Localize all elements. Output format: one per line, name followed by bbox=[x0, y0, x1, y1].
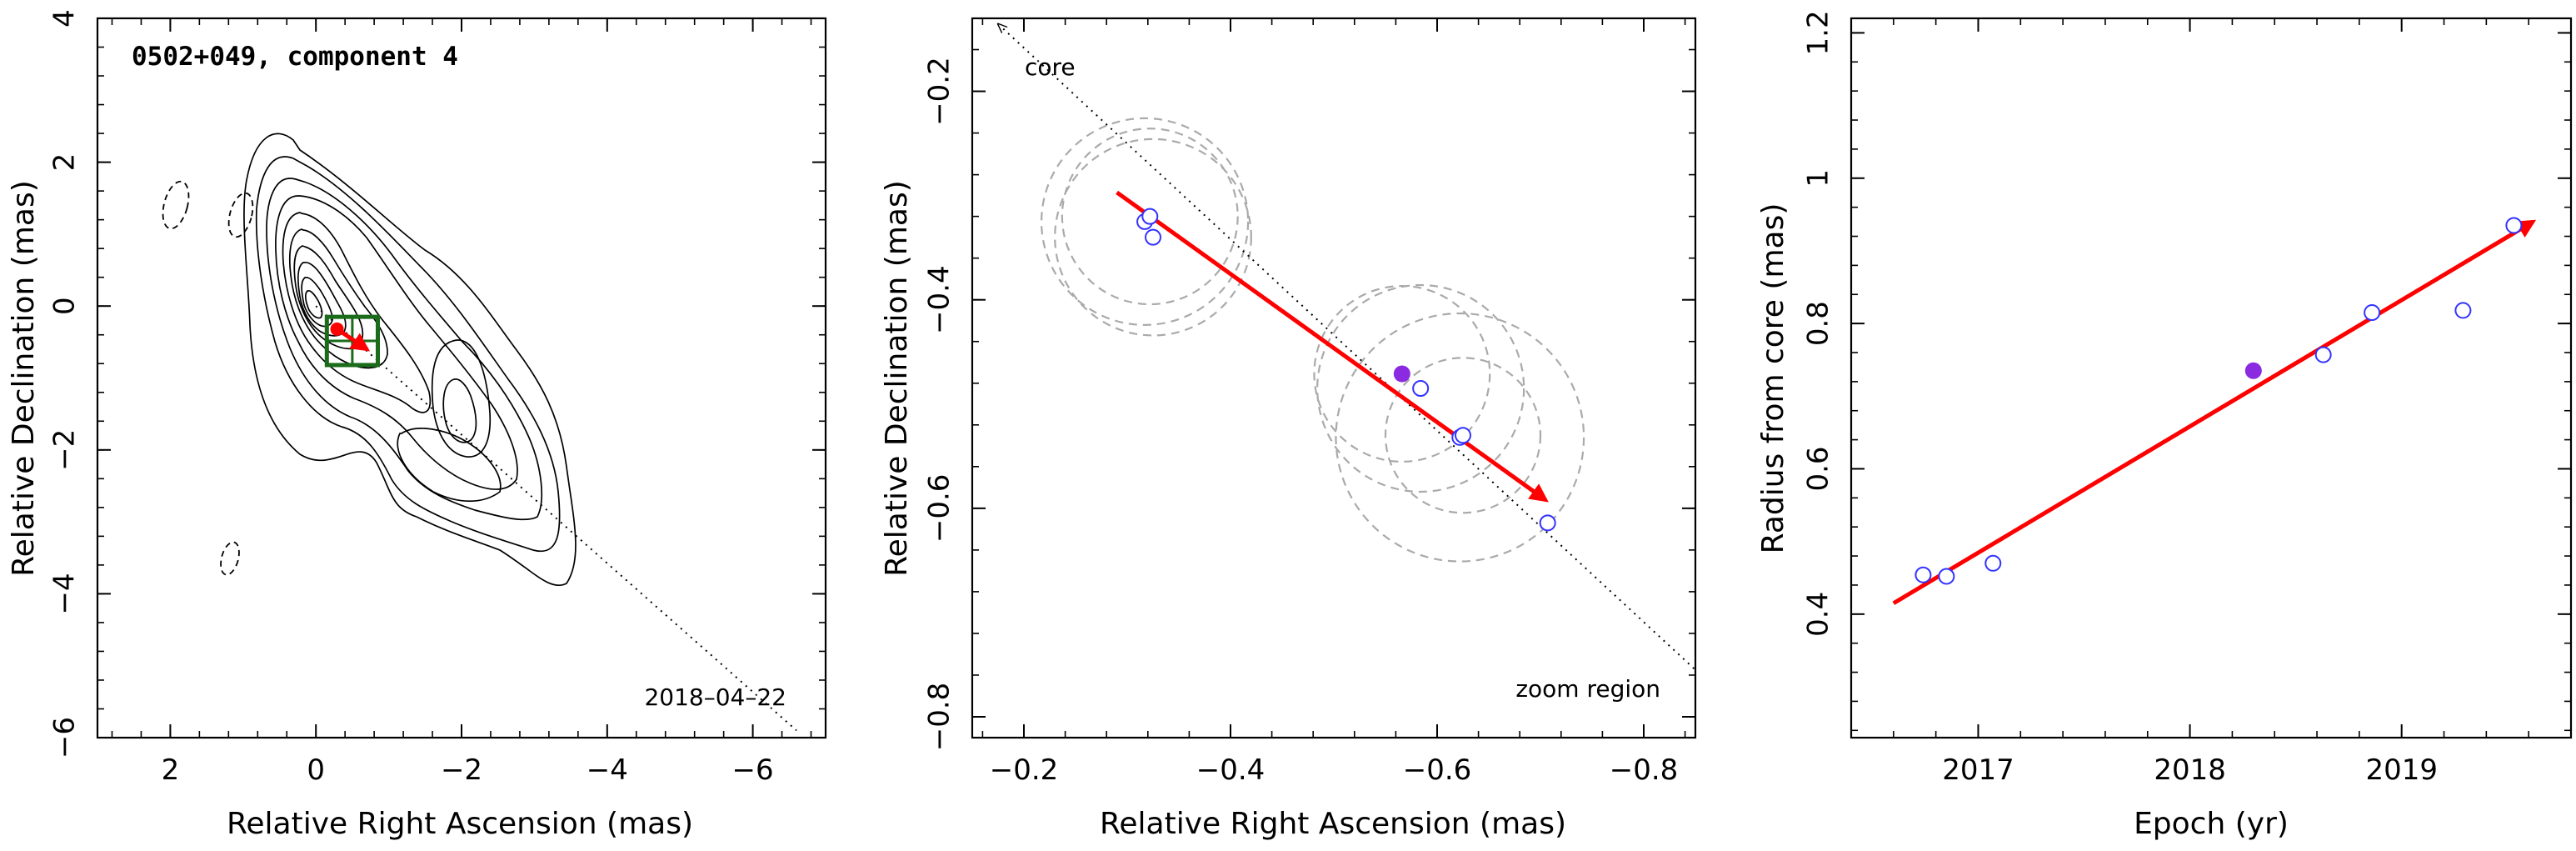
x-tick-label: −0.6 bbox=[1403, 753, 1472, 787]
highlighted-epoch-marker bbox=[1393, 365, 1410, 383]
core-direction-line bbox=[315, 305, 797, 732]
x-tick-label: 0 bbox=[307, 753, 325, 787]
y-axis-title: Relative Declination (mas) bbox=[7, 180, 41, 577]
contour-level-3 bbox=[266, 178, 543, 521]
epoch-marker bbox=[1145, 228, 1161, 246]
contour-level-10 bbox=[304, 290, 323, 319]
y-tick-label: 0 bbox=[48, 297, 82, 315]
y-ticks: −0.2 −0.4 −0.6 −0.8 bbox=[923, 48, 1695, 752]
y-tick-label: −0.2 bbox=[923, 57, 956, 126]
y-tick-label: −2 bbox=[48, 429, 82, 471]
contour-level-2 bbox=[255, 156, 561, 553]
x-axis-title: Relative Right Ascension (mas) bbox=[1100, 807, 1566, 841]
beam-circles bbox=[1040, 117, 1585, 563]
zoom-plot bbox=[1003, 29, 1695, 671]
x-tick-label: −0.8 bbox=[1610, 753, 1679, 787]
x-tick-label: 2018 bbox=[2154, 753, 2226, 787]
zoom-region-label: zoom region bbox=[1515, 675, 1660, 703]
x-axis-title: Epoch (yr) bbox=[2134, 807, 2289, 841]
y-tick-label: 0.4 bbox=[1802, 592, 1835, 637]
x-tick-label: −0.2 bbox=[990, 753, 1059, 787]
x-ticks: 2017 2018 2019 bbox=[1850, 18, 2529, 787]
y-tick-label: 0.6 bbox=[1802, 446, 1835, 491]
beam-circle bbox=[1316, 283, 1525, 493]
epoch-marker bbox=[2314, 346, 2332, 363]
x-tick-label: 2 bbox=[162, 753, 180, 787]
y-axis-title: Relative Declination (mas) bbox=[880, 180, 914, 577]
core-label: core bbox=[1025, 53, 1076, 81]
x-tick-label: 2017 bbox=[1942, 753, 2014, 787]
y-tick-label: −0.8 bbox=[923, 683, 956, 752]
core-direction-line bbox=[1003, 29, 1695, 671]
panel-zoom-region: −0.2 −0.4 −0.6 −0.8 −0.2 −0.4 −0.6 −0.8 core z… bbox=[880, 17, 1697, 841]
contour-level-5 bbox=[282, 212, 432, 413]
y-tick-label: 2 bbox=[48, 153, 82, 172]
y-ticks: −6 −4 −2 0 2 4 bbox=[48, 9, 826, 758]
y-tick-label: 1 bbox=[1802, 169, 1835, 188]
component-trajectory-arrow bbox=[1116, 190, 1549, 503]
y-tick-label: 1.2 bbox=[1802, 10, 1835, 55]
beam-circle bbox=[1040, 117, 1250, 326]
component-position-marker bbox=[330, 322, 344, 336]
y-tick-label: −0.6 bbox=[923, 474, 956, 543]
x-tick-label: 2019 bbox=[2365, 753, 2438, 787]
epoch-marker bbox=[1412, 380, 1430, 398]
observation-date: 2018–04–22 bbox=[644, 683, 786, 711]
y-tick-label: −0.4 bbox=[923, 265, 956, 334]
x-tick-label: −0.4 bbox=[1196, 753, 1266, 787]
contour-level-9 bbox=[301, 277, 333, 328]
beam-circle bbox=[1054, 138, 1252, 337]
x-ticks: 2 0 −2 −4 −6 bbox=[111, 18, 812, 787]
radius-plot bbox=[1892, 217, 2537, 605]
contour-secondary-inner bbox=[442, 378, 477, 443]
y-tick-label: −6 bbox=[48, 717, 82, 758]
contour-plot bbox=[162, 133, 797, 732]
y-tick-label: 0.8 bbox=[1802, 301, 1835, 346]
plot-frame bbox=[1850, 17, 2573, 739]
epoch-marker bbox=[1915, 566, 1932, 583]
y-tick-label: −4 bbox=[48, 573, 82, 614]
plot-frame bbox=[96, 17, 827, 739]
x-tick-label: −2 bbox=[441, 753, 482, 787]
beam-circle bbox=[1384, 357, 1542, 514]
epoch-markers bbox=[1136, 208, 1556, 532]
contour-level-4 bbox=[275, 195, 518, 490]
negative-contour-3 bbox=[220, 541, 240, 576]
plot-frame bbox=[971, 17, 1697, 739]
contour-levels bbox=[243, 133, 577, 587]
plot-title: 0502+049, component 4 bbox=[132, 42, 458, 72]
x-tick-label: −4 bbox=[587, 753, 628, 787]
y-axis-title: Radius from core (mas) bbox=[1756, 203, 1790, 554]
panel-contour-map: 2 0 −2 −4 −6 −6 −4 −2 0 2 4 0502+049, component 4… bbox=[7, 9, 827, 841]
highlighted-epoch-marker bbox=[2244, 362, 2262, 379]
beam-circle bbox=[1061, 128, 1239, 306]
negative-contours bbox=[162, 180, 254, 576]
beam-circle bbox=[1335, 312, 1585, 563]
epoch-marker bbox=[2364, 304, 2381, 322]
epoch-marker bbox=[2454, 302, 2472, 319]
contour-level-1 bbox=[243, 133, 577, 587]
epoch-markers bbox=[1915, 217, 2523, 585]
beam-circle bbox=[1313, 284, 1491, 463]
negative-contour-1 bbox=[162, 180, 190, 230]
panel-radius-vs-epoch: 2017 2018 2019 0.4 0.6 0.8 1 1.2 Epoch (yr) Ra… bbox=[1756, 10, 2573, 841]
x-tick-label: −6 bbox=[732, 753, 774, 787]
epoch-marker bbox=[1539, 514, 1556, 532]
negative-contour-2 bbox=[227, 192, 254, 238]
x-ticks: −0.2 −0.4 −0.6 −0.8 bbox=[981, 18, 1686, 787]
epoch-marker bbox=[1141, 208, 1159, 225]
epoch-marker bbox=[1984, 554, 2002, 572]
contour-lower-lobe bbox=[397, 428, 502, 503]
epoch-marker bbox=[1455, 427, 1471, 444]
linear-fit-arrow bbox=[1892, 219, 2537, 605]
y-tick-label: 4 bbox=[48, 9, 82, 28]
epoch-marker bbox=[1938, 568, 1955, 585]
epoch-marker bbox=[2505, 217, 2523, 234]
y-ticks: 0.4 0.6 0.8 1 1.2 bbox=[1802, 10, 2571, 732]
x-axis-title: Relative Right Ascension (mas) bbox=[227, 807, 693, 841]
contour-secondary-outer bbox=[431, 339, 492, 458]
